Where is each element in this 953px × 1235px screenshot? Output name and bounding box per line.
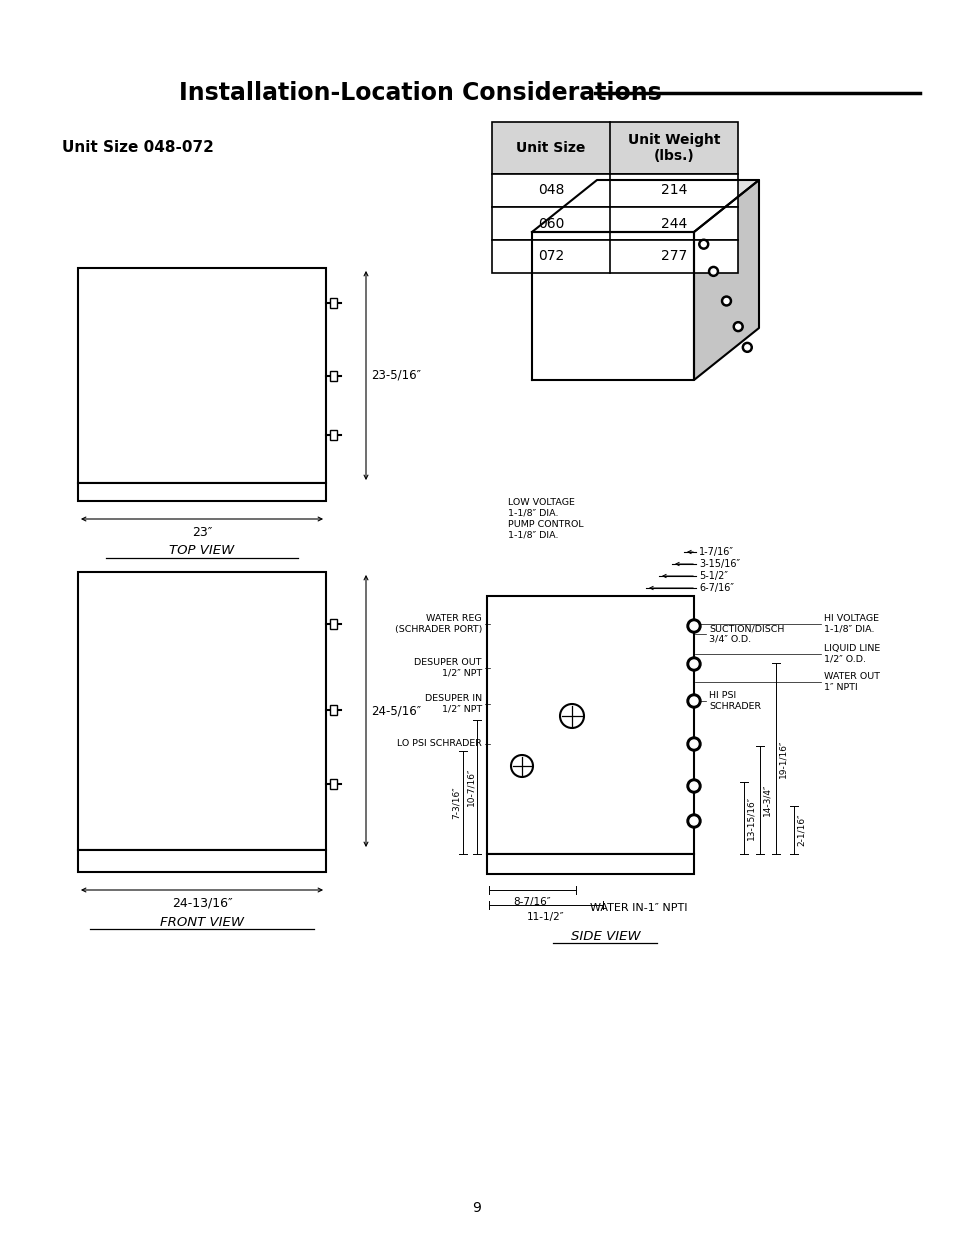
Circle shape	[689, 782, 698, 790]
Bar	[492, 122, 738, 174]
Circle shape	[741, 342, 752, 352]
Polygon shape	[532, 180, 759, 232]
Bar	[330, 430, 336, 440]
Text: 24-13/16″: 24-13/16″	[172, 897, 233, 909]
Text: 3-15/16″: 3-15/16″	[699, 559, 740, 569]
Bar	[486, 853, 693, 874]
Text: WATER IN-1″ NPTI: WATER IN-1″ NPTI	[589, 903, 687, 913]
Circle shape	[689, 740, 698, 748]
Text: Unit Size 048-072: Unit Size 048-072	[62, 141, 213, 156]
Text: 10-7/16″: 10-7/16″	[465, 768, 475, 806]
Circle shape	[686, 814, 700, 827]
Circle shape	[686, 737, 700, 751]
Text: 072: 072	[537, 249, 563, 263]
Circle shape	[708, 267, 718, 277]
Polygon shape	[532, 232, 693, 380]
Bar	[330, 370, 336, 382]
Text: 24-5/16″: 24-5/16″	[371, 704, 420, 718]
Circle shape	[686, 619, 700, 634]
Circle shape	[689, 659, 698, 668]
Text: FRONT VIEW: FRONT VIEW	[160, 915, 244, 929]
Text: Unit Size: Unit Size	[516, 141, 585, 156]
Text: 1-7/16″: 1-7/16″	[699, 547, 733, 557]
Circle shape	[733, 321, 742, 332]
Text: 14-3/4″: 14-3/4″	[761, 784, 770, 816]
Bar	[78, 483, 326, 501]
Circle shape	[689, 697, 698, 705]
Text: HI VOLTAGE
1-1/8″ DIA.: HI VOLTAGE 1-1/8″ DIA.	[823, 614, 878, 634]
Text: 6-7/16″: 6-7/16″	[699, 583, 733, 593]
Bar	[492, 207, 738, 240]
Text: 5-1/2″: 5-1/2″	[699, 571, 727, 580]
Text: 214: 214	[660, 184, 686, 198]
Text: 9: 9	[472, 1200, 481, 1215]
Circle shape	[689, 622, 698, 630]
Circle shape	[723, 299, 728, 304]
Circle shape	[686, 694, 700, 708]
Bar	[492, 240, 738, 273]
Text: 23″: 23″	[192, 526, 212, 538]
Circle shape	[735, 324, 740, 330]
Text: DESUPER IN
1/2″ NPT: DESUPER IN 1/2″ NPT	[424, 694, 481, 714]
Bar	[330, 619, 336, 629]
Circle shape	[744, 345, 749, 350]
Text: DESUPER OUT
1/2″ NPT: DESUPER OUT 1/2″ NPT	[414, 658, 481, 678]
Bar	[330, 779, 336, 789]
Text: 11-1/2″: 11-1/2″	[527, 911, 564, 923]
Text: LIQUID LINE
1/2″ O.D.: LIQUID LINE 1/2″ O.D.	[823, 645, 880, 663]
Text: 13-15/16″: 13-15/16″	[745, 795, 754, 840]
Bar	[78, 268, 326, 483]
Text: 060: 060	[537, 216, 563, 231]
Text: 8-7/16″: 8-7/16″	[513, 897, 551, 906]
Text: Unit Weight
(lbs.): Unit Weight (lbs.)	[627, 133, 720, 163]
Text: SIDE VIEW: SIDE VIEW	[570, 930, 639, 942]
Bar	[330, 705, 336, 715]
Text: TOP VIEW: TOP VIEW	[170, 545, 234, 557]
Circle shape	[710, 269, 716, 274]
Text: 2-1/16″: 2-1/16″	[796, 814, 805, 846]
Text: WATER REG
(SCHRADER PORT): WATER REG (SCHRADER PORT)	[395, 614, 481, 634]
Bar	[78, 572, 326, 850]
Text: SUCTION/DISCH
3/4″ O.D.: SUCTION/DISCH 3/4″ O.D.	[708, 625, 783, 643]
Circle shape	[700, 242, 705, 247]
Text: 048: 048	[537, 184, 563, 198]
Circle shape	[689, 818, 698, 825]
Text: LO PSI SCHRADER: LO PSI SCHRADER	[396, 740, 481, 748]
Text: 277: 277	[660, 249, 686, 263]
Bar	[78, 850, 326, 872]
Circle shape	[698, 240, 708, 249]
Text: WATER OUT
1″ NPTI: WATER OUT 1″ NPTI	[823, 672, 879, 692]
Bar	[330, 298, 336, 308]
Text: 23-5/16″: 23-5/16″	[371, 369, 420, 382]
Text: LOW VOLTAGE
1-1/8″ DIA.: LOW VOLTAGE 1-1/8″ DIA.	[507, 498, 575, 517]
Text: 7-3/16″: 7-3/16″	[452, 787, 460, 819]
Polygon shape	[693, 180, 759, 380]
Bar	[492, 174, 738, 207]
Circle shape	[686, 657, 700, 671]
Text: 244: 244	[660, 216, 686, 231]
Text: HI PSI
SCHRADER: HI PSI SCHRADER	[708, 692, 760, 710]
Text: Installation-Location Considerations: Installation-Location Considerations	[178, 82, 660, 105]
Circle shape	[720, 296, 731, 306]
Text: 19-1/16″: 19-1/16″	[778, 740, 786, 778]
Text: PUMP CONTROL
1-1/8″ DIA.: PUMP CONTROL 1-1/8″ DIA.	[507, 520, 583, 540]
Circle shape	[686, 779, 700, 793]
Bar	[486, 597, 693, 853]
